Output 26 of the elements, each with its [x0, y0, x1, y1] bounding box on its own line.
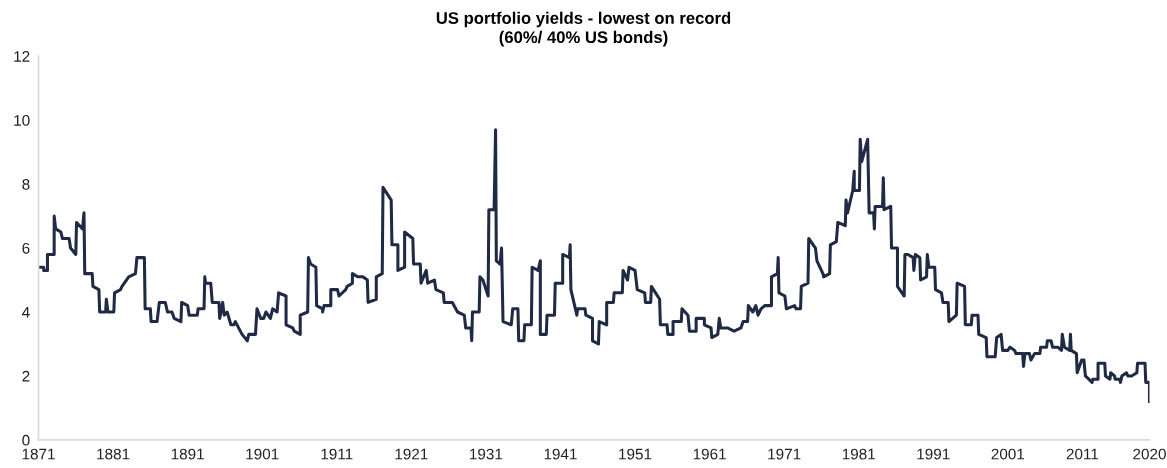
x-tick-label: 1941 — [544, 448, 577, 460]
y-tick-label: 2 — [22, 370, 30, 382]
x-tick-label: 1961 — [693, 448, 726, 460]
chart-subtitle: (60%/ 40% US bonds) — [499, 30, 668, 47]
x-tick-label: 2001 — [991, 448, 1025, 460]
x-tick-label: 1911 — [321, 448, 353, 460]
x-tick-label: 1981 — [842, 448, 875, 460]
y-tick-label: 6 — [22, 242, 30, 254]
y-tick-label: 8 — [22, 178, 30, 190]
x-tick-label: 1921 — [395, 448, 428, 460]
x-tick-label: 1881 — [97, 448, 130, 460]
x-tick-label: 1991 — [917, 448, 950, 460]
y-tick-label: 4 — [22, 307, 30, 318]
y-tick-label: 12 — [14, 51, 30, 62]
x-tick-label: 1951 — [619, 448, 652, 460]
x-tick-label: 1891 — [171, 448, 204, 460]
x-tick-label: 1901 — [246, 448, 279, 460]
chart-title: US portfolio yields - lowest on record — [436, 11, 731, 28]
y-tick-label: 10 — [14, 114, 30, 126]
x-tick-label: 1931 — [470, 448, 503, 460]
line-series — [38, 128, 1150, 404]
y-tick-label: 0 — [22, 434, 30, 446]
x-tick-label: 2020 — [1133, 448, 1166, 460]
x-tick-label: 1871 — [22, 448, 55, 460]
x-tick-label: 1971 — [768, 448, 801, 460]
x-tick-label: 2011 — [1066, 448, 1099, 460]
